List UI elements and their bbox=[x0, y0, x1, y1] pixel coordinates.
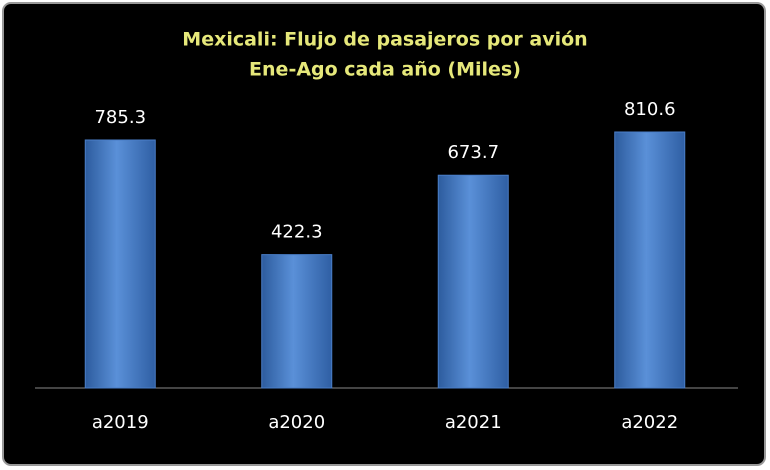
bar bbox=[437, 174, 509, 389]
x-tick-label: a2020 bbox=[268, 412, 325, 433]
chart-background bbox=[2, 2, 766, 466]
value-label: 810.6 bbox=[624, 99, 676, 120]
bar bbox=[84, 139, 156, 389]
chart-subtitle: Ene-Ago cada año (Miles) bbox=[249, 59, 521, 81]
chart-title: Mexicali: Flujo de pasajeros por avión bbox=[182, 29, 587, 51]
value-label: 422.3 bbox=[271, 222, 323, 243]
x-tick-label: a2021 bbox=[445, 412, 502, 433]
value-label: 785.3 bbox=[94, 107, 146, 128]
bar bbox=[614, 131, 686, 389]
x-tick-label: a2022 bbox=[621, 412, 678, 433]
value-label: 673.7 bbox=[447, 142, 499, 163]
bar bbox=[261, 254, 333, 389]
x-tick-label: a2019 bbox=[92, 412, 149, 433]
